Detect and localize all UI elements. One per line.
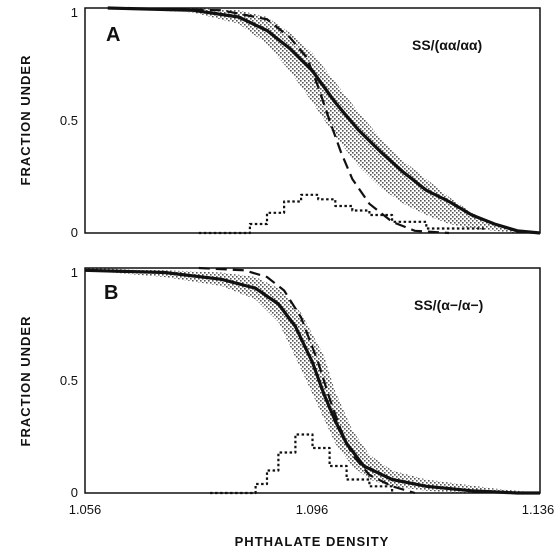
genotype-annotation: SS/(αα/αα) <box>412 37 482 53</box>
y-tick-label: 0.5 <box>60 113 78 128</box>
y-tick-label: 0.5 <box>60 373 78 388</box>
panel-a: A SS/(αα/αα) FRACTION UNDER 0 0.5 1 <box>18 5 541 240</box>
panel-letter: B <box>104 282 118 304</box>
series-line-solid <box>107 6 541 235</box>
series-line-dotted <box>210 433 394 495</box>
genotype-annotation: SS/(α−/α−) <box>414 297 483 313</box>
series-line-dashed <box>198 266 416 495</box>
confidence-band <box>85 268 540 493</box>
y-tick-label: 0 <box>71 485 78 500</box>
panel-letter: A <box>106 24 120 46</box>
x-tick-label: 1.096 <box>296 502 329 517</box>
y-tick-label: 1 <box>71 5 78 20</box>
series-line-dashed <box>107 6 450 235</box>
plot-frame <box>84 7 541 234</box>
y-axis-title: FRACTION UNDER <box>18 55 33 186</box>
y-axis-title: FRACTION UNDER <box>18 316 33 447</box>
panel-b: B SS/(α−/α−) FRACTION UNDER 0 0.5 1 <box>18 265 541 500</box>
x-tick-label: 1.056 <box>69 502 102 517</box>
y-tick-label: 1 <box>71 265 78 280</box>
x-axis-title: PHTHALATE DENSITY <box>235 534 390 549</box>
plot-frame <box>84 267 541 494</box>
y-tick-label: 0 <box>71 225 78 240</box>
series-line-solid <box>84 268 540 495</box>
series-line-dotted <box>198 193 485 235</box>
x-tick-label: 1.136 <box>522 502 555 517</box>
